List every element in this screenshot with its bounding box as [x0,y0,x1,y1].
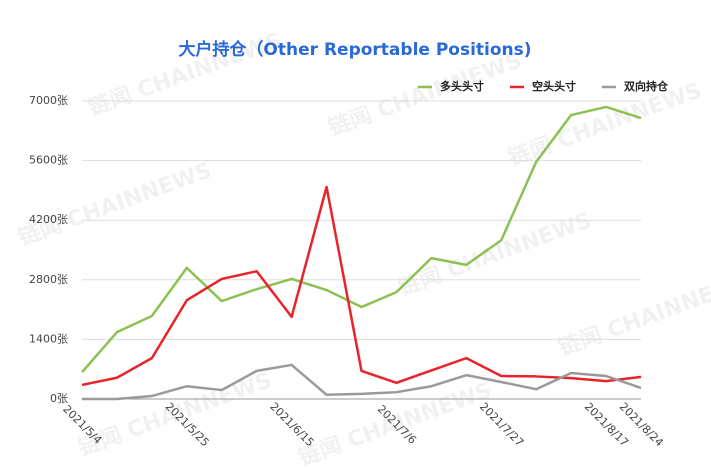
y-tick-label: 2800张 [29,273,68,286]
legend-label: 空头头寸 [532,79,576,93]
y-tick-label: 7000张 [29,94,68,107]
series-line [81,185,642,387]
y-tick-label: 4200张 [29,213,68,226]
watermark: 链闻 CHAINNEWS [15,157,215,251]
x-tick-label: 2021/7/27 [477,400,526,449]
watermark: 链闻 CHAINNEWS [395,207,595,301]
series-line [82,363,642,401]
y-tick-label: 1400张 [29,332,68,345]
chart-title: 大户持仓（Other Reportable Positions) [178,39,531,60]
x-tick-label: 2021/6/15 [267,400,316,449]
series-line [81,105,642,374]
legend-label: 双向持仓 [624,79,669,93]
legend-label: 多头头寸 [440,79,484,93]
watermark: 链闻 CHAINNEWS [555,267,711,361]
y-tick-label: 0张 [50,392,68,405]
y-tick-label: 5600张 [29,154,68,167]
watermark: 链闻 CHAINNEWS [325,47,525,141]
